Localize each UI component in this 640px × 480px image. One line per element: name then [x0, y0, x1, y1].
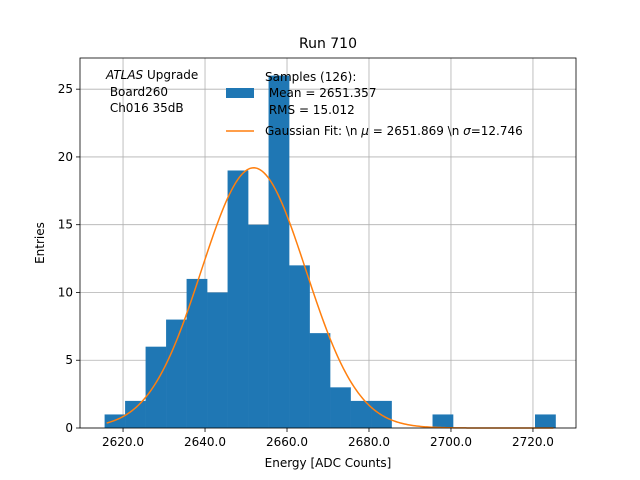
- y-axis-ticks: 0 5 10 15 20 25: [58, 82, 80, 435]
- x-tick-label: 2660.0: [266, 435, 308, 449]
- y-tick-label: 10: [58, 285, 73, 299]
- histogram-bar: [289, 265, 310, 428]
- histogram-bar: [145, 346, 167, 428]
- x-tick-label: 2640.0: [184, 435, 226, 449]
- atlas-upgrade-label: Upgrade: [143, 68, 198, 82]
- y-axis-label: Entries: [33, 222, 47, 264]
- histogram-bar: [432, 414, 454, 428]
- x-tick-label: 2680.0: [348, 435, 390, 449]
- histogram-bar: [186, 278, 208, 428]
- board-label: Board260: [106, 85, 168, 99]
- y-tick-label: 20: [58, 150, 73, 164]
- legend-fit-label: Gaussian Fit: \n μ = 2651.869 \n σ=12.74…: [265, 124, 523, 138]
- histogram-bar: [166, 319, 187, 428]
- y-tick-label: 5: [65, 353, 73, 367]
- x-axis-label: Energy [ADC Counts]: [265, 456, 392, 470]
- atlas-label: ATLAS: [105, 68, 144, 82]
- histogram-bar: [535, 414, 556, 428]
- histogram-bar: [330, 387, 351, 428]
- y-tick-label: 25: [58, 82, 73, 96]
- histogram-bar: [350, 400, 372, 428]
- histogram-bars: [104, 75, 556, 428]
- legend-histogram-title: Samples (126):: [265, 70, 356, 84]
- histogram-bar: [125, 400, 146, 428]
- chart-title: Run 710: [299, 36, 357, 52]
- histogram-bar: [227, 170, 249, 428]
- legend-histogram-mean: Mean = 2651.357: [265, 86, 376, 100]
- x-tick-label: 2720.0: [512, 435, 554, 449]
- histogram-bar: [248, 224, 269, 428]
- x-tick-label: 2700.0: [430, 435, 472, 449]
- legend-histogram-rms: RMS = 15.012: [265, 103, 355, 117]
- channel-label: Ch016 35dB: [106, 101, 184, 115]
- atlas-annotation: ATLAS Upgrade Board260 Ch016 35dB: [105, 68, 198, 115]
- histogram-bar: [268, 75, 290, 428]
- legend-histogram-swatch: [226, 88, 254, 98]
- histogram-bar: [207, 292, 228, 428]
- legend: Samples (126): Mean = 2651.357 RMS = 15.…: [226, 70, 523, 138]
- plot-frame: [79, 57, 577, 429]
- x-axis-ticks: 2620.0 2640.0 2660.0 2680.0 2700.0 2720.0: [102, 428, 554, 449]
- y-tick-label: 0: [65, 421, 73, 435]
- y-tick-label: 15: [58, 218, 73, 232]
- histogram-bar: [309, 333, 331, 428]
- x-tick-label: 2620.0: [102, 435, 144, 449]
- svg-text:ATLAS Upgrade: ATLAS Upgrade: [105, 68, 198, 82]
